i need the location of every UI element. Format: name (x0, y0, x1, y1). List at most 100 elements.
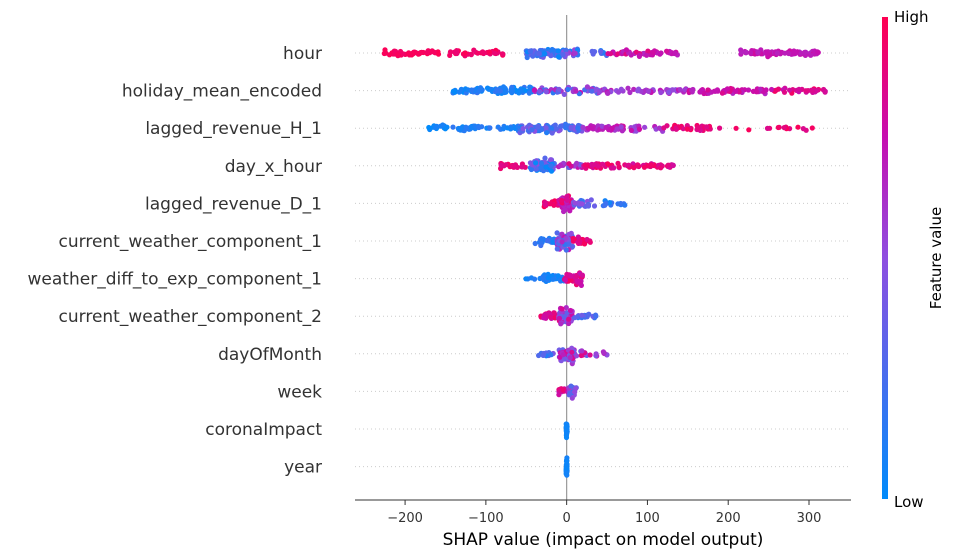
shap-point-holiday_mean_encoded (450, 88, 456, 94)
shap-point-current_weather_component_2 (551, 310, 557, 316)
shap-point-coronaImpact (564, 424, 570, 430)
shap-point-day_x_hour (670, 162, 676, 169)
feature-label-hour: hour (283, 44, 322, 64)
shap-point-day_x_hour (635, 162, 641, 168)
shap-point-hour (468, 52, 474, 58)
shap-point-hour (657, 51, 663, 57)
shap-point-lagged_revenue_H_1 (476, 124, 482, 131)
shap-point-hour (549, 46, 555, 53)
shap-point-day_x_hour (528, 166, 535, 173)
shap-point-lagged_revenue_H_1 (450, 124, 456, 130)
shap-point-holiday_mean_encoded (658, 89, 664, 96)
shap-point-holiday_mean_encoded (635, 88, 641, 94)
shap-point-lagged_revenue_D_1 (615, 201, 621, 207)
feature-label-weather_diff_to_exp_component_1: weather_diff_to_exp_component_1 (28, 270, 322, 290)
shap-point-lagged_revenue_H_1 (544, 130, 550, 136)
shap-point-current_weather_component_2 (579, 312, 585, 318)
shap-point-lagged_revenue_H_1 (695, 125, 701, 131)
shap-point-lagged_revenue_D_1 (607, 200, 613, 206)
shap-point-current_weather_component_1 (554, 246, 560, 252)
shap-point-day_x_hour (591, 162, 597, 168)
shap-point-day_x_hour (648, 162, 654, 168)
shap-point-dayOfMonth (601, 350, 607, 356)
shap-point-holiday_mean_encoded (666, 89, 672, 95)
shap-point-dayOfMonth (593, 351, 599, 357)
shap-point-hour (424, 49, 430, 56)
shap-point-day_x_hour (503, 162, 509, 168)
x-tick-label: 0 (563, 511, 571, 526)
shap-point-hour (650, 50, 656, 56)
shap-point-hour (492, 50, 498, 56)
shap-point-holiday_mean_encoded (537, 88, 543, 94)
shap-point-day_x_hour (548, 157, 554, 163)
feature-label-day_x_hour: day_x_hour (225, 157, 322, 177)
shap-point-weather_diff_to_exp_component_1 (523, 276, 529, 282)
shap-point-hour (435, 51, 442, 57)
shap-point-lagged_revenue_H_1 (800, 126, 806, 132)
shap-point-lagged_revenue_H_1 (704, 124, 710, 130)
shap-point-hour (556, 54, 562, 60)
shap-point-holiday_mean_encoded (745, 87, 752, 93)
feature-label-lagged_revenue_H_1: lagged_revenue_H_1 (145, 119, 322, 139)
shap-point-holiday_mean_encoded (796, 86, 802, 92)
shap-point-lagged_revenue_D_1 (579, 201, 585, 207)
shap-point-holiday_mean_encoded (781, 89, 788, 95)
feature-label-holiday_mean_encoded: holiday_mean_encoded (122, 82, 322, 102)
feature-label-current_weather_component_2: current_weather_component_2 (59, 307, 322, 327)
shap-point-dayOfMonth (574, 353, 580, 359)
shap-point-lagged_revenue_H_1 (614, 126, 620, 132)
shap-point-holiday_mean_encoded (701, 90, 707, 97)
shap-point-lagged_revenue_H_1 (500, 126, 506, 132)
shap-point-hour (500, 51, 506, 57)
shap-point-hour (645, 48, 651, 54)
shap-point-dayOfMonth (560, 352, 566, 358)
shap-point-hour (738, 47, 744, 53)
shap-point-holiday_mean_encoded (689, 87, 695, 93)
shap-point-day_x_hour (519, 164, 525, 170)
shap-point-day_x_hour (615, 160, 621, 166)
feature-label-year: year (284, 458, 322, 478)
shap-point-weather_diff_to_exp_component_1 (545, 275, 551, 281)
shap-point-day_x_hour (542, 155, 548, 161)
shap-point-lagged_revenue_D_1 (564, 193, 570, 200)
shap-point-hour (615, 51, 621, 57)
shap-point-current_weather_component_2 (559, 306, 565, 312)
shap-point-day_x_hour (557, 162, 564, 169)
shap-point-current_weather_component_1 (563, 235, 569, 242)
shap-point-holiday_mean_encoded (573, 88, 579, 94)
feature-label-coronaImpact: coronaImpact (205, 420, 322, 440)
shap-point-lagged_revenue_H_1 (520, 125, 526, 132)
shap-point-holiday_mean_encoded (787, 87, 793, 93)
shap-point-hour (395, 51, 401, 58)
shap-point-lagged_revenue_H_1 (440, 122, 446, 128)
shap-point-lagged_revenue_H_1 (636, 126, 643, 132)
shap-point-holiday_mean_encoded (773, 87, 779, 93)
shap-point-day_x_hour (514, 164, 521, 170)
shap-point-day_x_hour (626, 162, 632, 168)
shap-point-holiday_mean_encoded (677, 87, 683, 93)
shap-point-day_x_hour (582, 162, 589, 168)
shap-point-lagged_revenue_D_1 (559, 197, 565, 203)
shap-point-lagged_revenue_H_1 (684, 126, 690, 132)
shap-point-hour (386, 52, 393, 58)
shap-point-hour (527, 48, 533, 54)
shap-point-holiday_mean_encoded (584, 84, 591, 90)
shap-point-dayOfMonth (567, 355, 573, 361)
shap-point-holiday_mean_encoded (531, 87, 538, 93)
shap-point-holiday_mean_encoded (494, 87, 500, 93)
shap-point-week (572, 389, 578, 395)
shap-point-holiday_mean_encoded (456, 89, 462, 95)
x-axis: −200 −100 0 100 200 300 (355, 499, 851, 526)
shap-point-lagged_revenue_H_1 (543, 125, 549, 131)
shap-point-lagged_revenue_H_1 (580, 124, 586, 130)
shap-point-hour (560, 52, 566, 58)
shap-point-hour (590, 51, 596, 57)
shap-point-day_x_hour (595, 163, 601, 169)
shap-point-holiday_mean_encoded (561, 91, 567, 97)
shap-point-hour (798, 50, 804, 56)
shap-point-hour (786, 50, 792, 57)
shap-point-hour (406, 50, 412, 56)
shap-point-current_weather_component_2 (558, 321, 564, 327)
shap-point-holiday_mean_encoded (627, 89, 633, 96)
shap-point-hour (808, 52, 814, 58)
